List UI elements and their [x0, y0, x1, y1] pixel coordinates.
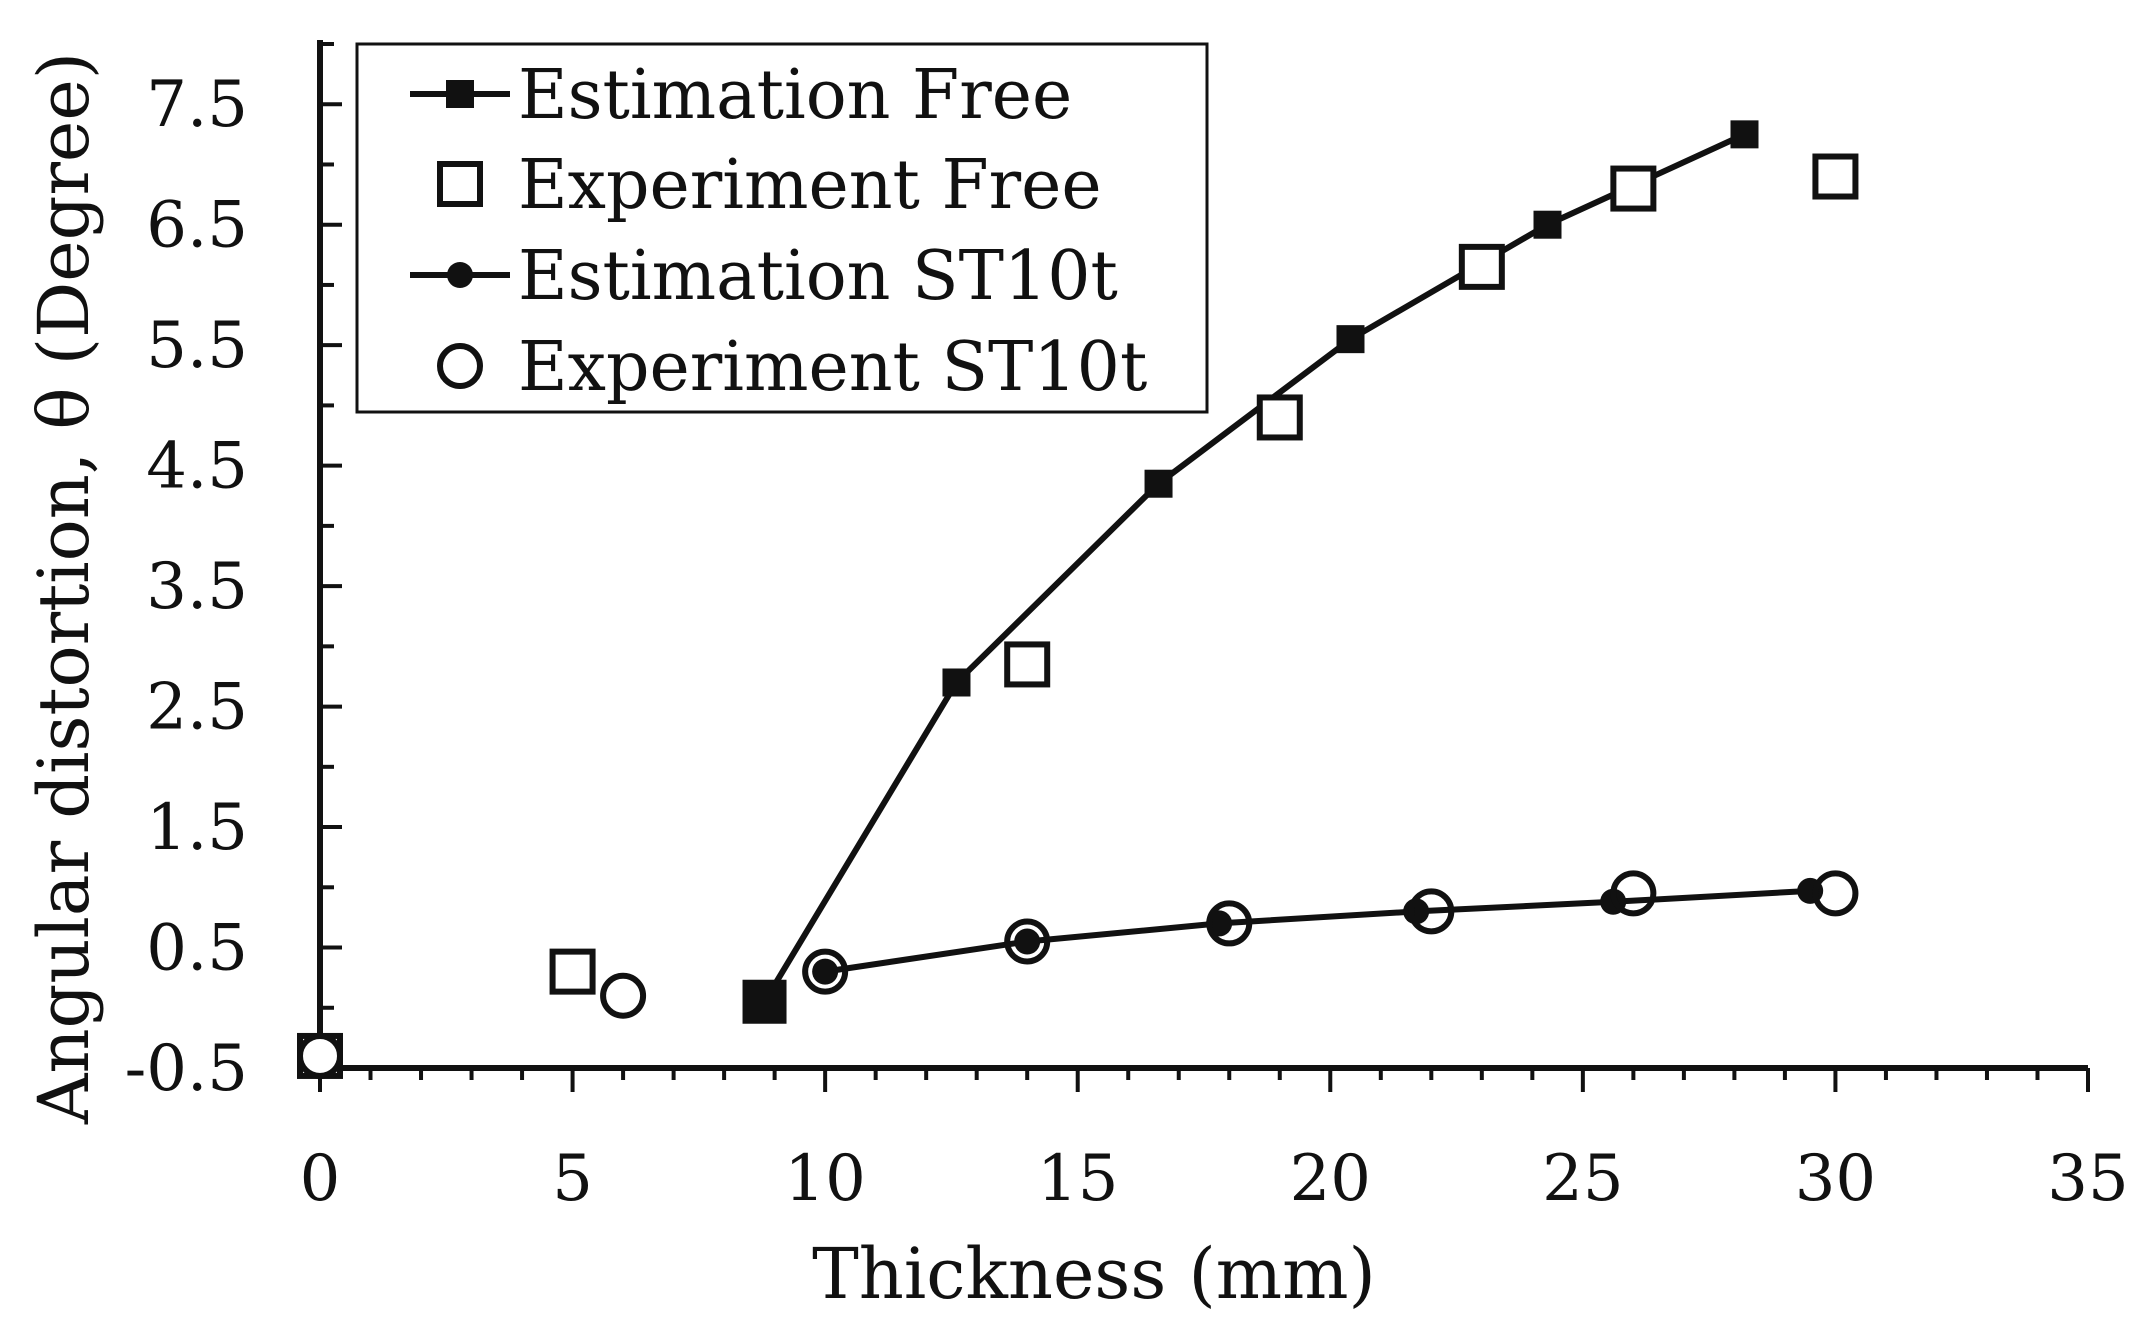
legend-marker: [447, 262, 473, 288]
data-point: [549, 948, 596, 995]
y-tick-label: -0.5: [125, 1032, 248, 1106]
legend-marker: [437, 161, 483, 207]
y-tick-label: 3.5: [146, 550, 248, 624]
series-line: [761, 131, 1746, 1004]
y-tick-label: 6.5: [146, 189, 248, 263]
legend-marker: [446, 80, 474, 108]
data-point: [297, 1032, 343, 1079]
legend-box: [355, 42, 1209, 414]
legend-label: Experiment Free: [518, 146, 1102, 225]
y-tick-label: 7.5: [146, 68, 248, 142]
data-point: [1812, 153, 1859, 200]
data-point: [1533, 210, 1562, 239]
legend-item: Estimation Free: [410, 56, 1072, 135]
legend-label: Experiment ST10t: [518, 328, 1147, 407]
series-line: [824, 887, 1811, 975]
data-point: [1336, 325, 1365, 354]
legend-item: Estimation ST10t: [410, 237, 1118, 316]
legend: Estimation Free Experiment Free Estimation…: [355, 42, 1209, 414]
data-point: [942, 668, 971, 697]
data-point: [1610, 870, 1657, 917]
data-point: [1408, 888, 1455, 935]
x-tick-label: 30: [1795, 1142, 1876, 1216]
data-point: [1004, 918, 1051, 965]
x-tick-label: 15: [1037, 1142, 1118, 1216]
data-point: [1144, 469, 1173, 498]
y-tick-label: 1.5: [146, 791, 248, 865]
legend-label: Estimation ST10t: [518, 237, 1118, 316]
x-tick-label: 0: [300, 1142, 341, 1216]
x-tick-label: 5: [552, 1142, 593, 1216]
y-axis-title: Angular distortion, θ (Degree): [23, 52, 105, 1125]
legend-marker: [437, 343, 483, 389]
data-point: [600, 972, 647, 1019]
data-point: [1730, 120, 1759, 149]
data-point: [802, 948, 849, 995]
data-point: [1004, 641, 1051, 688]
axes: [317, 40, 2088, 1071]
data-point: [1014, 928, 1041, 955]
y-tick-label: 2.5: [146, 671, 248, 745]
x-axis-title: Thickness (mm): [812, 1233, 1376, 1315]
data-point: [1610, 165, 1657, 212]
legend-item: Experiment Free: [437, 146, 1102, 225]
plot-area: [297, 120, 1859, 1079]
series-estimation-st10t: [307, 877, 1824, 1069]
x-tick-label: 10: [784, 1142, 865, 1216]
data-point: [1256, 394, 1303, 441]
x-axis-ticks: 0 5 10 15 20 25 30 35: [300, 1068, 2129, 1216]
y-axis-ticks: -0.5 0.5 1.5 2.5 3.5 4.5 5.5 6.5 7.5: [125, 42, 342, 1106]
series-estimation-free: [306, 120, 1759, 1070]
x-tick-label: 20: [1290, 1142, 1371, 1216]
data-point: [1812, 870, 1859, 917]
x-tick-label: 25: [1542, 1142, 1623, 1216]
data-point: [1458, 243, 1505, 290]
x-tick-label: 35: [2047, 1142, 2128, 1216]
data-point: [1206, 900, 1253, 947]
data-point: [812, 958, 839, 985]
data-point: [742, 979, 787, 1024]
y-tick-label: 5.5: [146, 309, 248, 383]
legend-item: Experiment ST10t: [437, 328, 1147, 407]
legend-label: Estimation Free: [518, 56, 1072, 135]
y-tick-label: 4.5: [146, 430, 248, 504]
y-tick-label: 0.5: [146, 912, 248, 986]
series-experiment-st10t: [297, 870, 1859, 1079]
